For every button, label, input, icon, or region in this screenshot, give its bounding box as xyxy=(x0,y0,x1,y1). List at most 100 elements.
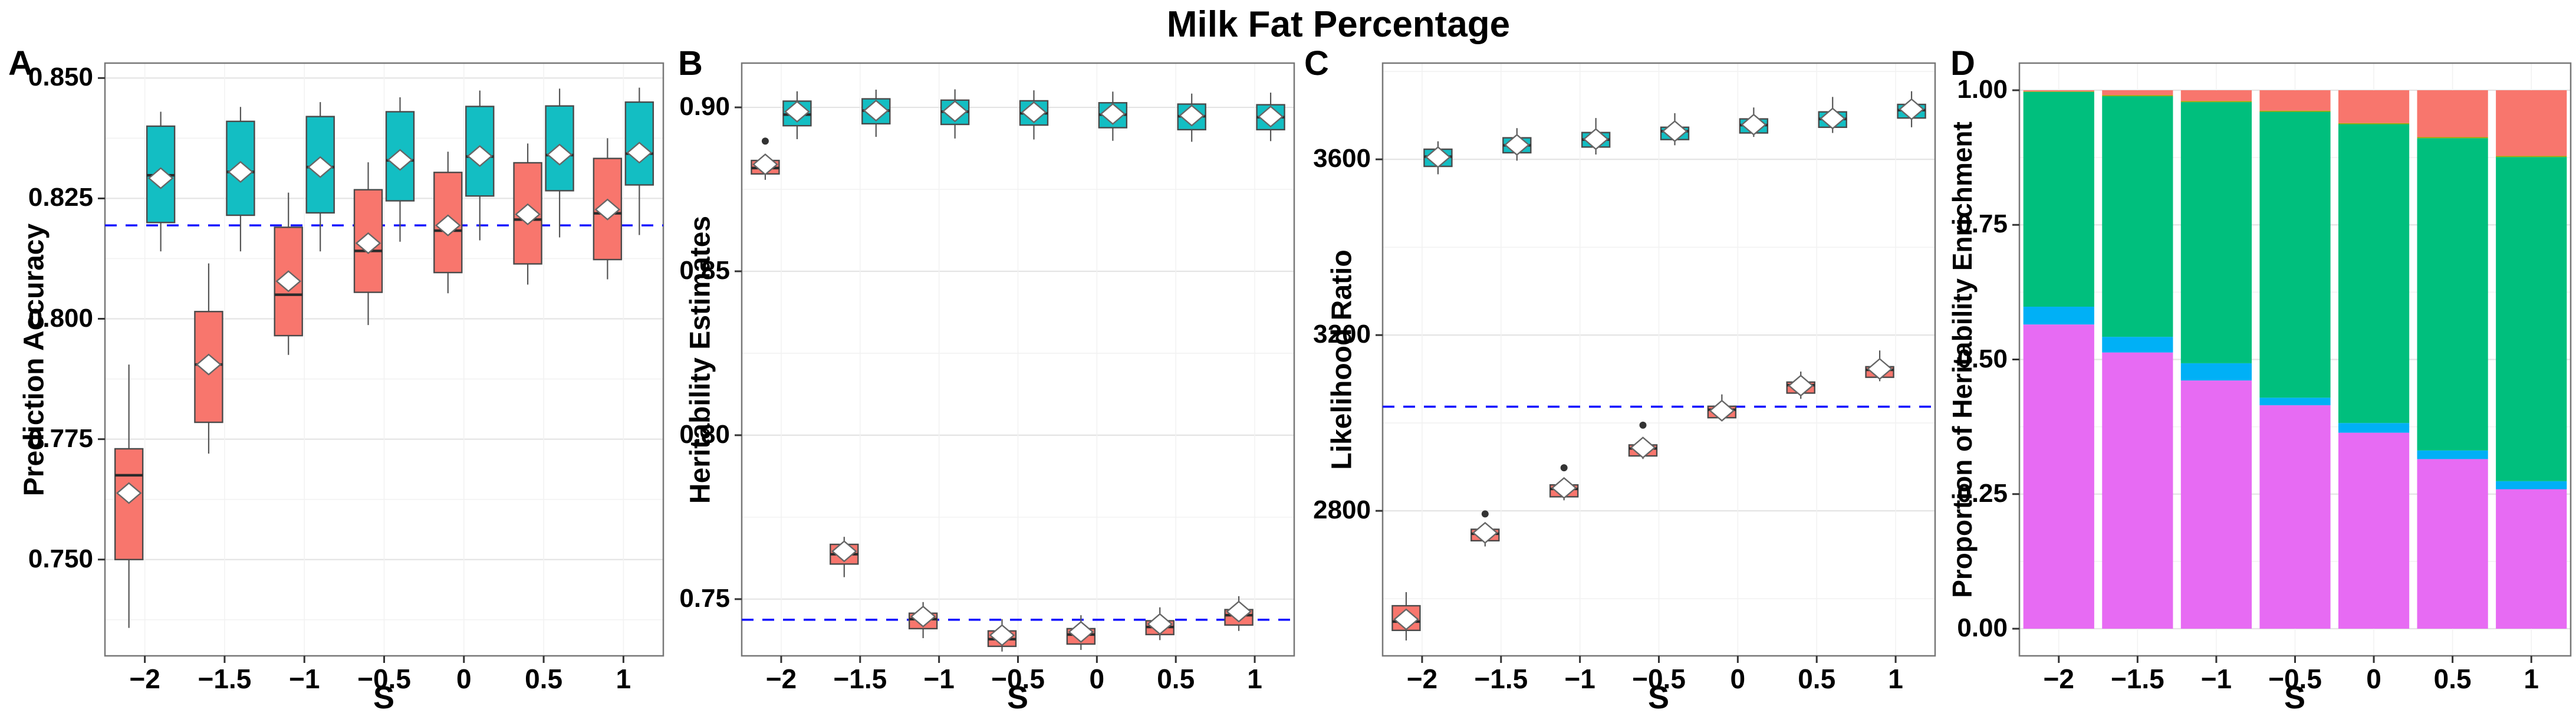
y-tick-label: 0.00 xyxy=(1957,613,2008,642)
bar-segment-green-middle xyxy=(2023,91,2094,307)
y-tick-label: 0.50 xyxy=(1957,344,2008,373)
mean-diamond xyxy=(1551,477,1577,499)
panel-a xyxy=(98,62,664,663)
y-tick-label: 0.25 xyxy=(1957,478,2008,508)
bar-segment-green-middle xyxy=(2417,138,2488,451)
panel-letter-a: A xyxy=(8,44,33,83)
mean-diamond xyxy=(1899,98,1924,120)
x-tick-label: 1 xyxy=(616,664,631,694)
mean-diamond xyxy=(1630,436,1656,459)
bar-segment-olive-sliver xyxy=(2023,91,2094,92)
x-tick-label: −1.5 xyxy=(833,664,887,694)
x-tick-label: −2 xyxy=(2043,664,2075,694)
bar-segment-blue-band xyxy=(2023,307,2094,325)
outlier-point xyxy=(761,137,769,145)
bar-segment-salmon-top xyxy=(2338,90,2410,123)
mean-diamond xyxy=(228,160,254,183)
bar-segment-green-middle xyxy=(2180,102,2252,363)
y-tick-label: 0.85 xyxy=(679,255,730,285)
mean-diamond xyxy=(910,605,936,628)
mean-diamond xyxy=(1100,103,1126,125)
bar-segment-green-middle xyxy=(2338,124,2410,423)
mean-diamond xyxy=(116,482,142,504)
bar-segment-green-middle xyxy=(2102,96,2173,337)
bar-segment-blue-band xyxy=(2338,423,2410,433)
x-tick-label: −1 xyxy=(2200,664,2232,694)
bar-segment-olive-sliver xyxy=(2496,156,2567,157)
bar-segment-salmon-top xyxy=(2102,90,2173,96)
x-tick-label: 0 xyxy=(2366,664,2381,694)
x-tick-label: 1 xyxy=(1247,664,1262,694)
x-tick-label: 0 xyxy=(456,664,472,694)
y-tick-label: 1.00 xyxy=(1957,75,2008,104)
mean-diamond xyxy=(1583,128,1609,150)
panel-b xyxy=(735,62,1295,663)
bar-segment-green-middle xyxy=(2496,157,2567,481)
bar-segment-magenta-bottom xyxy=(2338,432,2410,629)
mean-diamond xyxy=(515,203,541,225)
mean-diamond xyxy=(989,624,1015,646)
mean-diamond xyxy=(1504,133,1530,156)
y-tick-label: 0.75 xyxy=(679,583,730,613)
x-tick-label: −1 xyxy=(288,664,320,694)
bar-segment-salmon-top xyxy=(2023,90,2094,91)
y-tick-label: 0.825 xyxy=(28,183,93,212)
box xyxy=(226,120,255,216)
bar-segment-blue-band xyxy=(2417,450,2488,459)
mean-diamond xyxy=(1068,620,1094,643)
bar-segment-blue-band xyxy=(2180,363,2252,381)
y-tick-label: 3600 xyxy=(1313,144,1371,173)
mean-diamond xyxy=(1393,608,1419,630)
mean-diamond xyxy=(863,100,889,122)
bar-segment-olive-sliver xyxy=(2417,137,2488,139)
panel-letter-c: C xyxy=(1304,44,1329,83)
bar-segment-salmon-top xyxy=(2496,90,2567,156)
x-axis-label-panel-c: S xyxy=(1647,680,1670,715)
panel-letter-b: B xyxy=(678,44,703,83)
y-tick-label: 0.80 xyxy=(679,419,730,449)
mean-diamond xyxy=(275,270,302,293)
y-tick-label: 2800 xyxy=(1313,495,1371,525)
bar-segment-salmon-top xyxy=(2180,90,2252,101)
bar-segment-salmon-top xyxy=(2417,90,2488,137)
bar-segment-magenta-bottom xyxy=(2496,489,2567,629)
mean-diamond xyxy=(196,353,222,376)
y-tick-label: 3200 xyxy=(1313,320,1371,349)
panel-d xyxy=(2012,62,2572,663)
y-tick-label: 0.775 xyxy=(28,423,93,453)
mean-diamond xyxy=(355,232,381,254)
panel-letter-d: D xyxy=(1950,44,1975,83)
x-axis-label-panel-b: S xyxy=(1006,680,1029,715)
bar-segment-green-middle xyxy=(2259,111,2331,398)
mean-diamond xyxy=(594,198,621,221)
bar-segment-olive-sliver xyxy=(2180,101,2252,103)
bar-segment-olive-sliver xyxy=(2102,95,2173,97)
bar-segment-blue-band xyxy=(2102,337,2173,353)
y-tick-label: 0.800 xyxy=(28,303,93,333)
mean-diamond xyxy=(547,143,573,166)
mean-diamond xyxy=(1820,107,1846,130)
mean-diamond xyxy=(784,100,810,123)
mean-diamond xyxy=(435,214,461,237)
y-tick-label: 0.850 xyxy=(28,63,93,92)
mean-diamond xyxy=(1179,104,1205,127)
mean-diamond xyxy=(1147,613,1173,635)
x-axis-label-panel-a: S xyxy=(373,680,395,715)
bar-segment-magenta-bottom xyxy=(2259,405,2331,629)
x-tick-label: 1 xyxy=(2524,664,2539,694)
x-tick-label: −1.5 xyxy=(1474,664,1528,694)
bar-segment-magenta-bottom xyxy=(2180,380,2252,629)
panel-c xyxy=(1376,62,1936,663)
outlier-point xyxy=(1560,464,1568,472)
mean-diamond xyxy=(1425,146,1451,169)
mean-diamond xyxy=(1021,101,1047,123)
x-tick-label: −2 xyxy=(1406,664,1438,694)
y-tick-label: 0.750 xyxy=(28,544,93,573)
outlier-point xyxy=(1639,421,1647,429)
figure-title: Milk Fat Percentage xyxy=(1166,4,1511,45)
mean-diamond xyxy=(1867,357,1893,380)
mean-diamond xyxy=(831,540,857,563)
bar-segment-blue-band xyxy=(2496,481,2567,490)
x-tick-label: 1 xyxy=(1888,664,1903,694)
